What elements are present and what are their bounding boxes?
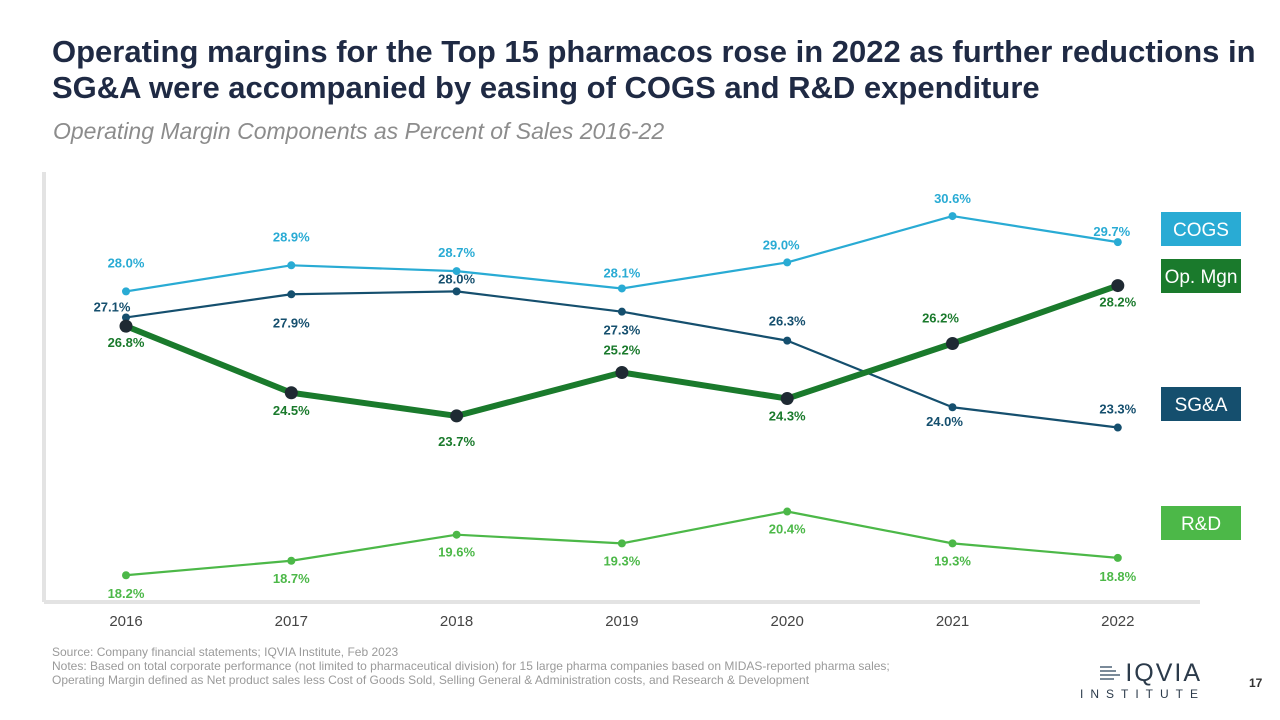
slide-subtitle: Operating Margin Components as Percent o… [53,118,665,144]
footnotes: Source: Company financial statements; IQ… [52,645,1012,687]
data-label: 29.7% [1093,224,1130,239]
data-label: 18.7% [273,571,310,586]
data-label: 28.0% [438,271,475,286]
legend-swatch [1161,387,1241,421]
data-label: 24.5% [273,403,310,418]
x-tick-label: 2017 [275,613,308,630]
x-tick-label: 2022 [1101,613,1134,630]
legend-label: COGS [1173,220,1229,241]
x-tick-label: 2019 [605,613,638,630]
legend-swatch [1161,212,1241,246]
data-point [948,403,957,412]
data-label: 28.9% [273,229,310,244]
data-label: 25.2% [603,342,640,357]
data-label: 26.3% [769,314,806,329]
data-point [452,530,461,539]
data-label: 19.6% [438,545,475,560]
data-point [122,313,130,322]
data-label: 28.2% [1099,295,1136,310]
x-tick-label: 2016 [109,613,142,630]
logo-subtext: INSTITUTE [1080,687,1205,701]
data-point [452,267,461,276]
data-label: 27.3% [603,323,640,338]
data-label: 30.6% [934,191,971,206]
data-point [1111,279,1125,293]
data-label: 23.3% [1099,402,1136,417]
data-point [122,287,130,296]
data-point [783,258,792,267]
data-label: 24.3% [769,409,806,424]
notes-line-1: Notes: Based on total corporate performa… [52,659,890,673]
legend-swatch [1161,506,1241,540]
legend-label: Op. Mgn [1165,267,1238,288]
logo-bars-icon [1100,664,1122,682]
iqvia-institute-logo: IQVIA INSTITUTE [1072,660,1202,704]
data-point [287,290,296,299]
data-point [780,392,794,406]
data-point [1113,238,1122,247]
data-point [617,307,626,316]
data-label: 18.8% [1099,569,1136,584]
legend-label: SG&A [1175,395,1228,416]
data-label: 20.4% [769,522,806,537]
data-label: 27.1% [94,299,131,314]
data-label: 18.2% [108,586,145,601]
data-point [119,319,133,333]
data-point [615,365,629,379]
data-label: 26.2% [922,311,959,326]
data-point [1113,553,1122,562]
data-label: 29.0% [763,237,800,252]
data-label: 27.9% [273,315,310,330]
data-label: 19.3% [934,553,971,568]
data-point [948,539,957,548]
data-label: 28.7% [438,245,475,260]
data-point [1113,423,1122,432]
data-point [450,409,464,423]
data-label: 28.0% [108,255,145,270]
logo-wordmark: IQVIA [1125,659,1202,687]
data-label: 26.8% [108,335,145,350]
data-point [617,284,626,293]
data-label: 23.7% [438,434,475,449]
data-point [617,539,626,548]
data-point [948,212,957,221]
page-number: 17 [1249,676,1263,690]
data-label: 24.0% [926,414,963,429]
data-point [783,336,792,345]
x-tick-label: 2018 [440,613,473,630]
data-point [287,261,296,270]
legend-label: R&D [1181,514,1221,535]
data-label: 28.1% [603,265,640,280]
data-label: 19.3% [603,553,640,568]
legend-swatch [1161,259,1241,293]
data-point [287,556,296,565]
data-point [284,386,298,400]
x-tick-label: 2020 [771,613,804,630]
data-point [122,571,130,580]
slide-title: Operating margins for the Top 15 pharmac… [52,34,1256,105]
x-tick-label: 2021 [936,613,969,630]
data-point [946,337,959,351]
data-point [783,507,792,516]
notes-line-2: Operating Margin defined as Net product … [52,673,810,687]
data-point [452,287,461,296]
source-note: Source: Company financial statements; IQ… [52,645,399,659]
